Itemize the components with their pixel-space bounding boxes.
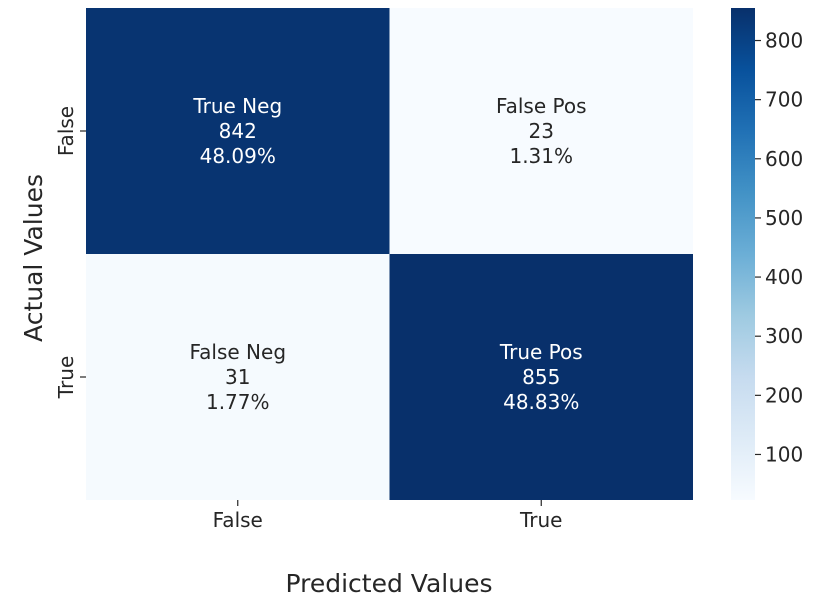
cell-label: True Pos (499, 340, 583, 364)
cell-percent: 48.09% (200, 144, 276, 168)
x-axis: False True (213, 500, 562, 532)
y-axis: False True (54, 106, 86, 399)
colorbar-tick-label: 200 (765, 383, 803, 407)
colorbar-ticks: 100 200 300 400 500 600 700 800 (755, 29, 803, 466)
cell-value: 31 (225, 365, 250, 389)
colorbar (731, 8, 755, 500)
x-tick-label: False (213, 508, 263, 532)
colorbar-tick-label: 600 (765, 147, 803, 171)
cell-value: 842 (219, 119, 257, 143)
cell-label: True Neg (192, 94, 282, 118)
heatmap-cell (389, 254, 693, 500)
y-tick-label: False (54, 106, 78, 156)
cell-label: False Neg (189, 340, 286, 364)
x-tick-label: True (519, 508, 562, 532)
cell-percent: 48.83% (503, 390, 579, 414)
colorbar-tick-label: 800 (765, 29, 803, 53)
y-axis-label: Actual Values (19, 174, 48, 342)
colorbar-tick-label: 400 (765, 265, 803, 289)
colorbar-tick-label: 500 (765, 206, 803, 230)
cell-percent: 1.31% (509, 144, 573, 168)
cell-value: 855 (522, 365, 560, 389)
colorbar-tick-label: 100 (765, 442, 803, 466)
heatmap-cell (86, 254, 390, 500)
colorbar-tick-label: 700 (765, 88, 803, 112)
x-axis-label: Predicted Values (286, 569, 493, 598)
cell-value: 23 (529, 119, 554, 143)
colorbar-tick-label: 300 (765, 324, 803, 348)
y-tick-label: True (54, 356, 78, 399)
cell-percent: 1.77% (206, 390, 270, 414)
heatmap-cell (86, 8, 390, 254)
cell-label: False Pos (496, 94, 587, 118)
heatmap-cell (389, 8, 693, 254)
